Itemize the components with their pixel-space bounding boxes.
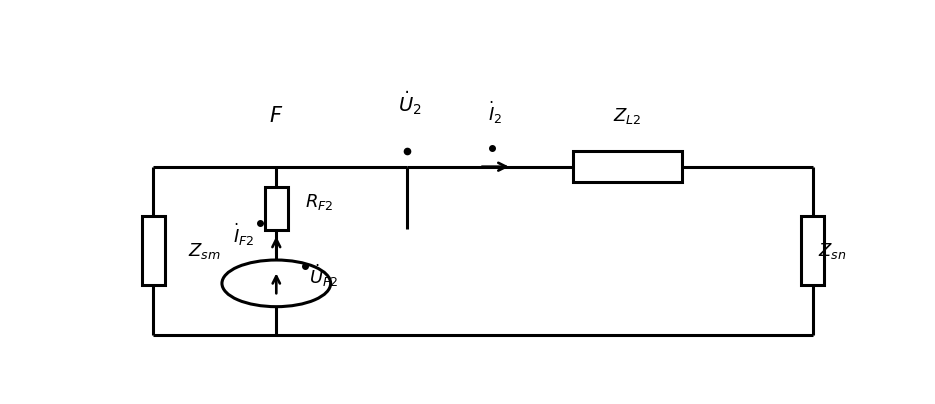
- Circle shape: [222, 260, 331, 307]
- Text: $Z_{sn}$: $Z_{sn}$: [818, 241, 847, 261]
- Bar: [573, 151, 683, 182]
- Text: $F$: $F$: [269, 106, 283, 126]
- Text: $\dot{I}_2$: $\dot{I}_2$: [488, 100, 503, 126]
- Text: $\dot{I}_{F2}$: $\dot{I}_{F2}$: [233, 222, 254, 248]
- Text: $\dot{U}_2$: $\dot{U}_2$: [398, 89, 423, 117]
- Text: $Z_{sm}$: $Z_{sm}$: [188, 241, 221, 261]
- Bar: [141, 217, 165, 285]
- Text: $\dot{U}_{F2}$: $\dot{U}_{F2}$: [309, 263, 338, 289]
- Bar: [801, 217, 824, 285]
- Text: $R_{F2}$: $R_{F2}$: [306, 192, 334, 213]
- Text: $Z_{L2}$: $Z_{L2}$: [613, 106, 642, 126]
- Bar: [265, 187, 288, 230]
